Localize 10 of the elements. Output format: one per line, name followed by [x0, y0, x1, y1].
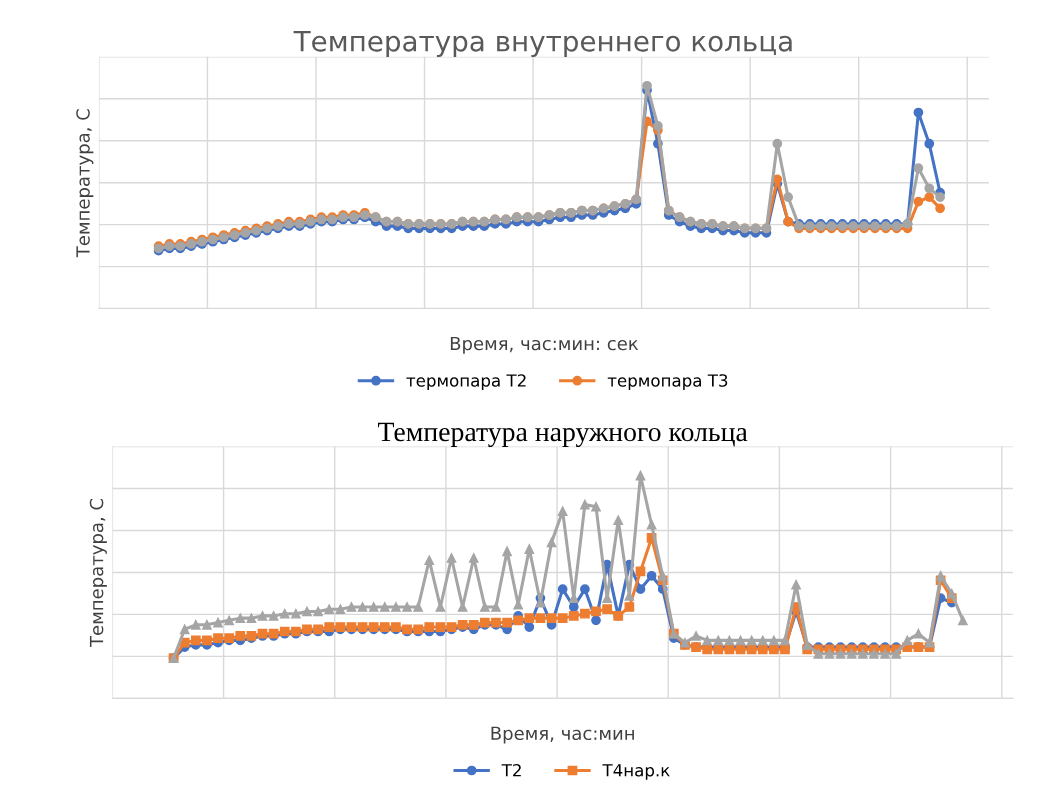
y-axis-title: Температура, С	[76, 109, 94, 258]
legend-label: термопара Т3	[607, 374, 728, 391]
legend-label: термопара Т2	[406, 374, 526, 391]
legend-label: T4нар.к	[602, 764, 670, 780]
x-axis-title: Время, час:мин: сек	[450, 336, 639, 354]
chart-title: Температура наружного кольца	[378, 422, 748, 448]
legend-label: T2	[501, 763, 521, 777]
x-axis-title: Время, час:мин	[491, 726, 634, 744]
y-axis-title: Температура, С	[89, 498, 107, 648]
chart-title: Температура внутреннего кольца	[293, 31, 792, 58]
